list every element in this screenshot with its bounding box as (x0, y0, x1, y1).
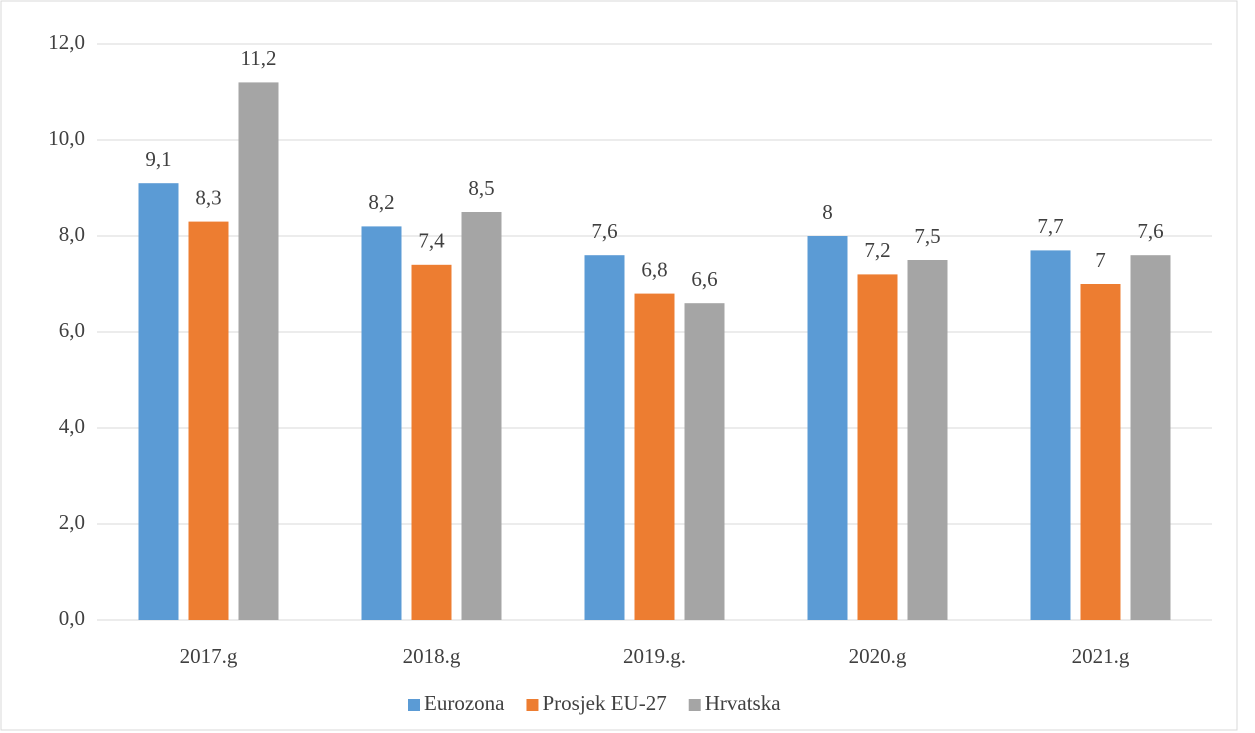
data-label: 7,6 (1137, 219, 1163, 243)
bar (411, 264, 452, 620)
data-label: 8 (822, 200, 833, 224)
data-label: 9,1 (145, 147, 171, 171)
bar (907, 260, 948, 620)
legend-swatch (408, 699, 420, 711)
bar (1080, 284, 1121, 620)
data-label: 7,2 (864, 238, 890, 262)
y-tick-label: 4,0 (59, 414, 85, 438)
y-tick-label: 6,0 (59, 318, 85, 342)
x-tick-label: 2018.g (403, 644, 461, 668)
bar (684, 303, 725, 620)
bar (461, 212, 502, 620)
x-tick-label: 2021.g (1072, 644, 1130, 668)
data-label: 7,4 (418, 229, 445, 253)
x-tick-label: 2017.g (180, 644, 238, 668)
x-tick-label: 2019.g. (623, 644, 686, 668)
data-label: 7,7 (1037, 214, 1063, 238)
legend-label: Prosjek EU-27 (542, 691, 666, 715)
bar (634, 293, 675, 620)
bar (584, 255, 625, 620)
data-label: 8,5 (468, 176, 494, 200)
y-tick-label: 8,0 (59, 222, 85, 246)
bar (807, 236, 848, 620)
data-label: 6,6 (691, 267, 717, 291)
bar (1130, 255, 1171, 620)
data-label: 7 (1095, 248, 1106, 272)
data-label: 7,5 (914, 224, 940, 248)
bar (188, 221, 229, 620)
legend-label: Eurozona (424, 691, 505, 715)
legend-swatch (526, 699, 539, 711)
x-tick-label: 2020.g (849, 644, 907, 668)
data-label: 11,2 (241, 46, 277, 70)
bar (238, 82, 279, 620)
y-tick-label: 0,0 (59, 606, 85, 630)
data-label: 8,2 (368, 190, 394, 214)
y-tick-label: 2,0 (59, 510, 85, 534)
data-label: 7,6 (591, 219, 617, 243)
legend-label: Hrvatska (705, 691, 781, 715)
data-label: 8,3 (195, 185, 221, 209)
y-tick-label: 12,0 (48, 30, 85, 54)
bar (1030, 250, 1071, 620)
legend-swatch (688, 699, 701, 711)
bar (138, 183, 179, 620)
bar (857, 274, 898, 620)
data-label: 6,8 (641, 257, 667, 281)
y-tick-label: 10,0 (48, 126, 85, 150)
bar (361, 226, 402, 620)
